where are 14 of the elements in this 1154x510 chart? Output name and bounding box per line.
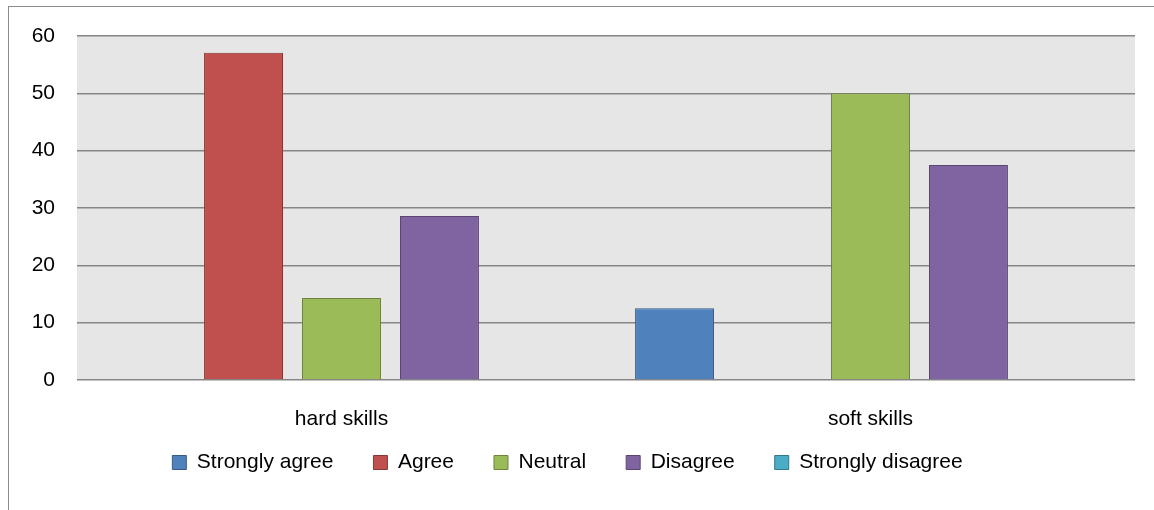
- legend-label: Agree: [397, 449, 454, 473]
- legend-label: Strongly disagree: [799, 449, 963, 473]
- y-tick-label: 20: [31, 252, 55, 276]
- y-tick-label: 50: [31, 80, 55, 104]
- legend-label: Disagree: [650, 449, 735, 473]
- y-tick-label: 40: [31, 137, 55, 161]
- legend-label: Strongly agree: [196, 449, 334, 473]
- legend-label: Neutral: [518, 449, 587, 473]
- y-tick-label: 60: [31, 22, 55, 46]
- y-tick-label: 0: [43, 366, 55, 390]
- x-tick-label: hard skills: [294, 406, 389, 430]
- y-tick-label: 30: [31, 194, 55, 218]
- y-tick-label: 10: [31, 309, 55, 333]
- x-tick-label: soft skills: [827, 406, 914, 430]
